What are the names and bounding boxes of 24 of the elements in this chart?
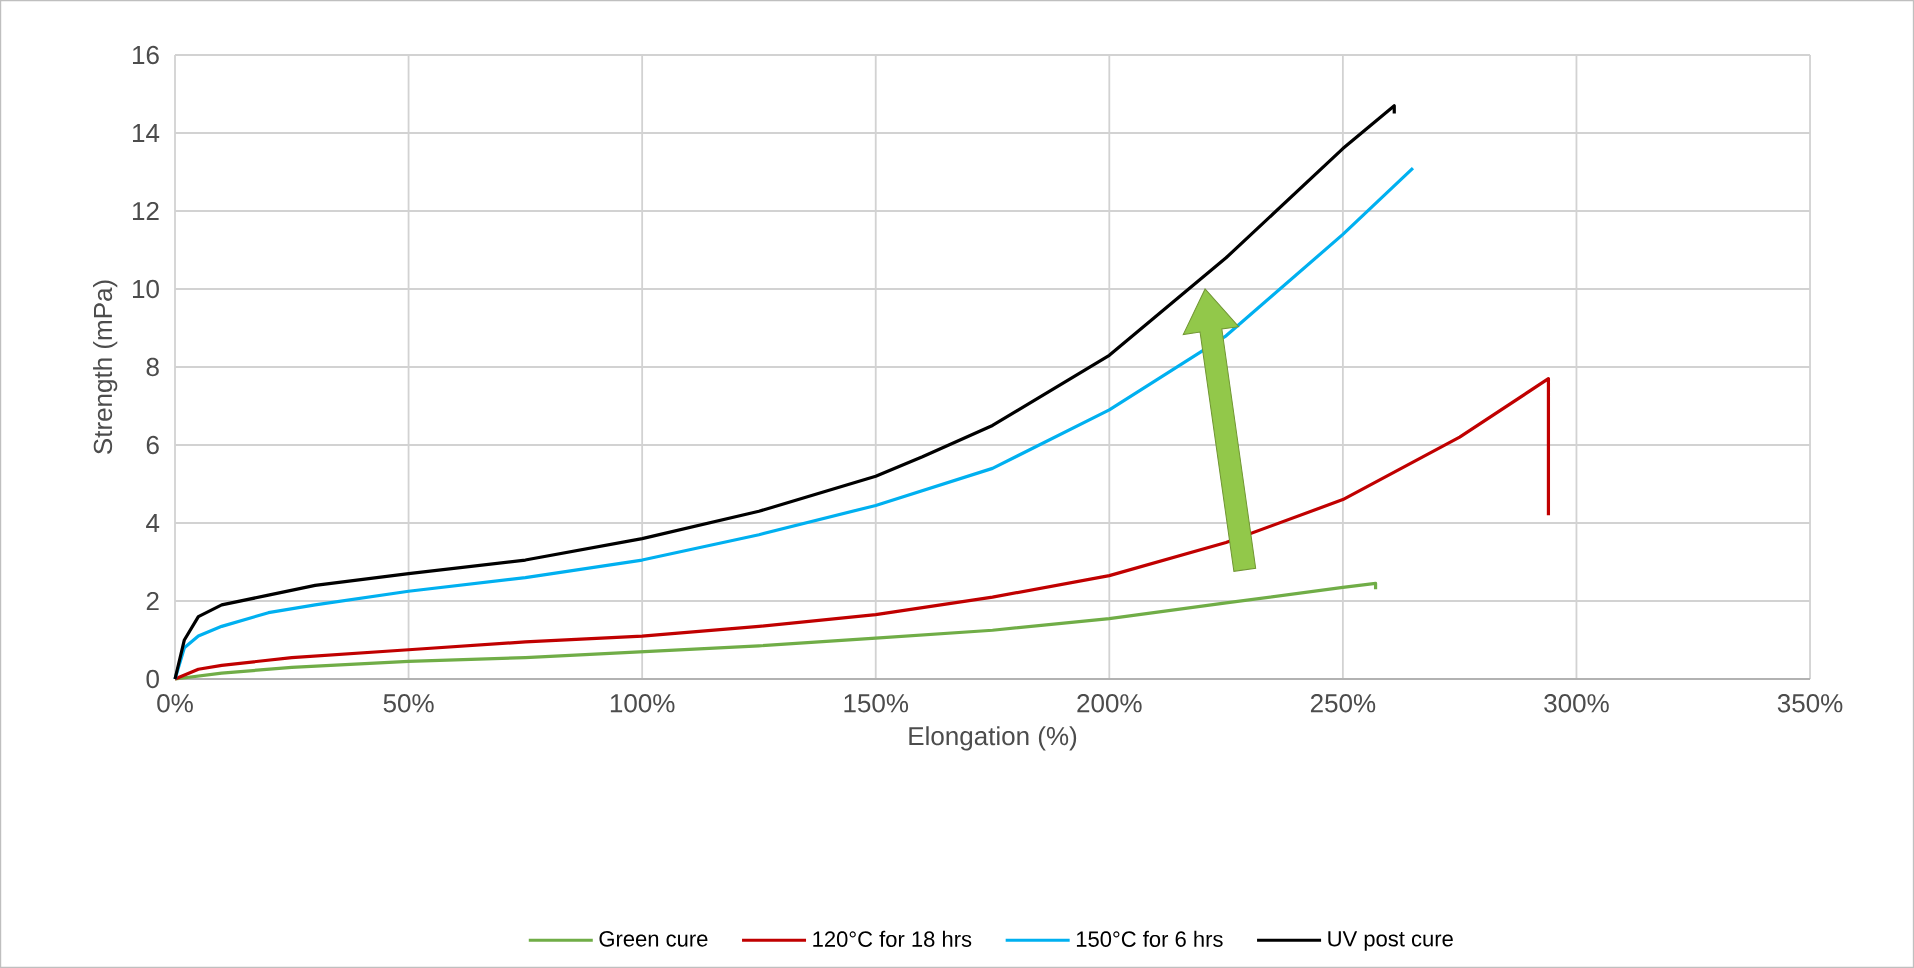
legend-label: Green cure — [599, 931, 708, 947]
y-tick-label: 16 — [132, 45, 159, 65]
y-tick-label: 10 — [132, 279, 159, 299]
x-tick-label: 250% — [1310, 694, 1376, 713]
x-tick-label: 100% — [610, 694, 675, 713]
y-tick-label: 0 — [146, 669, 159, 689]
y-tick-label: 4 — [146, 514, 160, 532]
x-tick-label: 50% — [383, 694, 434, 713]
y-tick-label: 8 — [146, 357, 159, 377]
line-series — [173, 377, 1551, 681]
y-tick-label: 12 — [132, 201, 159, 221]
x-tick-label: 300% — [1544, 694, 1609, 713]
y-tick-label: 2 — [146, 591, 159, 611]
x-tick-label: 0% — [157, 694, 193, 713]
x-axis-title: Elongation (%) — [909, 726, 1077, 751]
y-axis-title: Strength (mPa) — [93, 280, 118, 454]
legend-label: 150°C for 6 hrs — [1076, 930, 1223, 947]
y-tick-label: 14 — [132, 124, 160, 142]
y-tick-label: 6 — [146, 435, 159, 455]
x-tick-label: 350% — [1777, 694, 1843, 713]
legend-label: UV post cure — [1328, 931, 1453, 951]
x-tick-label: 150% — [844, 694, 909, 713]
x-tick-label: 200% — [1077, 694, 1142, 713]
legend-label: 120°C for 18 hrs — [813, 930, 972, 947]
